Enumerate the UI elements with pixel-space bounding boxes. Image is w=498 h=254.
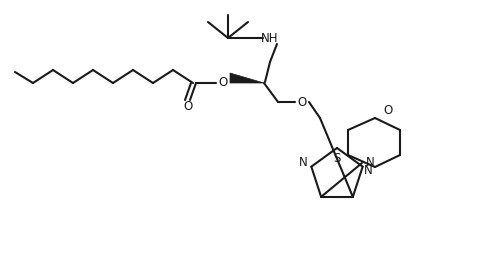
Text: O: O	[383, 103, 392, 117]
Text: N: N	[364, 164, 373, 177]
Text: N: N	[299, 156, 308, 169]
Text: O: O	[183, 101, 193, 114]
Text: S: S	[333, 151, 341, 165]
Text: N: N	[367, 156, 375, 169]
Text: NH: NH	[261, 31, 279, 44]
Polygon shape	[230, 73, 264, 83]
Text: O: O	[219, 76, 228, 89]
Text: O: O	[297, 96, 307, 108]
